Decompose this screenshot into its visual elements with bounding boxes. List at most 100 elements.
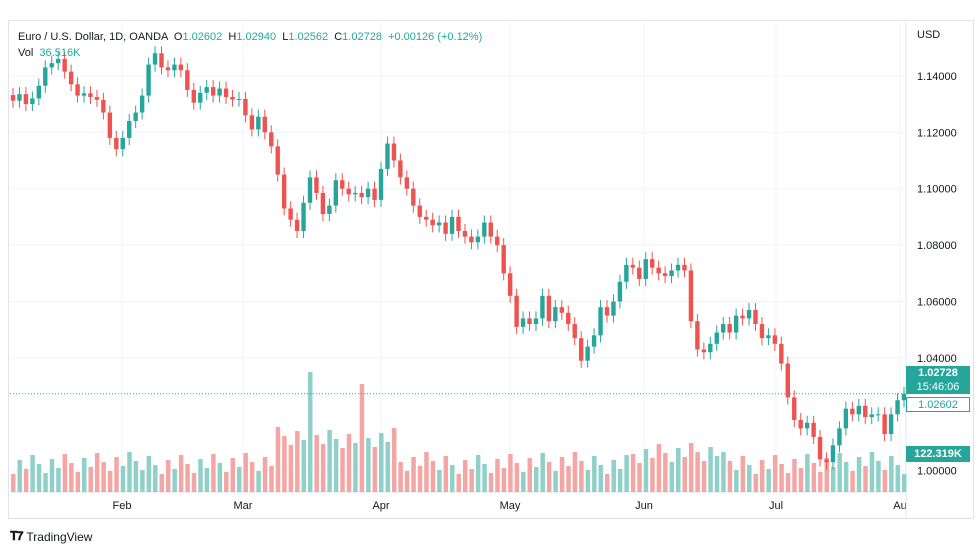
volume-bar bbox=[301, 440, 307, 492]
volume-bar bbox=[708, 447, 713, 492]
candle-body bbox=[662, 273, 668, 277]
volume-bar bbox=[830, 467, 836, 492]
candle-body bbox=[172, 64, 177, 71]
candle-body bbox=[882, 414, 887, 435]
candle-body bbox=[746, 309, 752, 319]
volume-bar bbox=[94, 453, 100, 492]
volume-bar bbox=[224, 472, 229, 492]
volume-bar bbox=[191, 473, 197, 492]
y-tick-label: 1.06000 bbox=[917, 296, 957, 308]
volume-bar bbox=[824, 458, 830, 492]
tradingview-logo-icon[interactable]: 𝐓𝟕 bbox=[10, 529, 23, 543]
candle-body bbox=[520, 318, 526, 327]
volume-bar bbox=[527, 458, 533, 492]
candle-body bbox=[352, 192, 358, 195]
volume-bar bbox=[217, 463, 223, 492]
volume-bar bbox=[288, 445, 294, 492]
volume-bar bbox=[82, 458, 87, 492]
candle-body bbox=[701, 349, 707, 353]
candle-body bbox=[139, 95, 145, 113]
candle-body bbox=[359, 192, 364, 198]
candle-body bbox=[249, 115, 255, 130]
volume-bar bbox=[643, 449, 649, 492]
candle-body bbox=[475, 236, 481, 243]
candle-body bbox=[559, 307, 565, 313]
candle-body bbox=[824, 459, 829, 463]
volume-bar bbox=[811, 463, 817, 492]
candle-body bbox=[779, 343, 784, 364]
volume-bar bbox=[308, 372, 313, 492]
volume-bar bbox=[133, 461, 139, 492]
volume-bar bbox=[43, 473, 48, 492]
candle-body bbox=[649, 259, 655, 268]
volume-bar bbox=[695, 452, 700, 492]
candle-body bbox=[327, 205, 332, 215]
volume-bar bbox=[747, 465, 752, 492]
volume-bar bbox=[772, 455, 778, 492]
candle-body bbox=[230, 97, 235, 100]
volume-bar bbox=[624, 455, 629, 492]
candle-body bbox=[346, 188, 351, 195]
volume-bar bbox=[798, 468, 804, 492]
close-value: 1.02728 bbox=[342, 31, 382, 43]
candle-body bbox=[340, 180, 345, 189]
volume-bar bbox=[688, 443, 694, 492]
volume-bar bbox=[475, 455, 481, 492]
x-tick-label: Au bbox=[893, 500, 906, 512]
volume-bar bbox=[553, 471, 558, 492]
candle-body bbox=[533, 318, 539, 325]
candle-body bbox=[888, 414, 894, 435]
candle-body bbox=[62, 58, 67, 72]
volume-bar bbox=[333, 439, 339, 492]
candle-body bbox=[307, 177, 313, 203]
volume-bar bbox=[792, 459, 797, 492]
volume-bar bbox=[540, 453, 545, 492]
candle-body bbox=[120, 137, 125, 150]
candle-body bbox=[23, 94, 29, 105]
candle-body bbox=[708, 343, 713, 353]
candle-body bbox=[436, 222, 442, 226]
candle-body bbox=[578, 338, 584, 361]
volume-bar bbox=[172, 469, 177, 492]
candle-body bbox=[572, 324, 577, 339]
candle-body bbox=[43, 67, 48, 86]
candle-body bbox=[424, 216, 429, 220]
volume-bar bbox=[876, 461, 881, 492]
candle-body bbox=[262, 116, 268, 133]
volume-bar bbox=[572, 452, 578, 492]
volume-bar bbox=[598, 465, 604, 492]
candle-body bbox=[127, 120, 132, 138]
footer: 𝐓𝟕 TradingView bbox=[10, 529, 92, 544]
candle-body bbox=[101, 99, 106, 113]
volume-bar bbox=[714, 456, 720, 492]
volume-bar bbox=[721, 452, 726, 492]
volume-bar bbox=[559, 457, 565, 492]
volume-bar bbox=[75, 472, 81, 492]
volume-bar bbox=[140, 470, 145, 492]
volume-bar bbox=[88, 467, 93, 492]
candle-body bbox=[378, 168, 384, 200]
candle-body bbox=[527, 318, 532, 325]
candle-body bbox=[482, 222, 487, 237]
volume-bar bbox=[36, 464, 42, 492]
volume-bar bbox=[450, 465, 455, 492]
volume-bar bbox=[611, 460, 616, 492]
candle-body bbox=[721, 324, 726, 333]
candle-body bbox=[850, 408, 855, 415]
candle-body bbox=[243, 98, 248, 116]
volume-bar bbox=[701, 461, 707, 492]
candle-body bbox=[49, 63, 54, 68]
low-value: 1.02562 bbox=[288, 31, 329, 43]
candle-body bbox=[553, 307, 558, 322]
volume-bar bbox=[411, 457, 416, 492]
volume-bar bbox=[198, 459, 203, 492]
volume-bar bbox=[637, 463, 642, 492]
candle-body bbox=[398, 160, 403, 178]
volume-bar bbox=[204, 468, 210, 492]
brand-name[interactable]: TradingView bbox=[26, 529, 93, 544]
candle-body bbox=[210, 87, 216, 96]
volume-bar bbox=[482, 464, 487, 492]
candle-body bbox=[146, 64, 151, 96]
volume-bar bbox=[346, 434, 352, 492]
